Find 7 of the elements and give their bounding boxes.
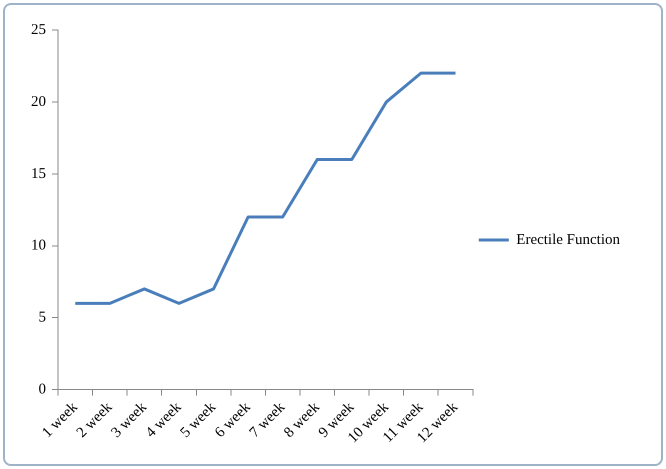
y-tick-label: 20 — [31, 94, 46, 110]
y-tick-label: 5 — [38, 310, 46, 326]
y-tick-label: 25 — [31, 22, 46, 38]
legend-label: Erectile Function — [516, 232, 620, 248]
y-tick-label: 0 — [38, 382, 46, 398]
y-tick-label: 10 — [31, 238, 46, 254]
y-tick-label: 15 — [31, 166, 46, 182]
